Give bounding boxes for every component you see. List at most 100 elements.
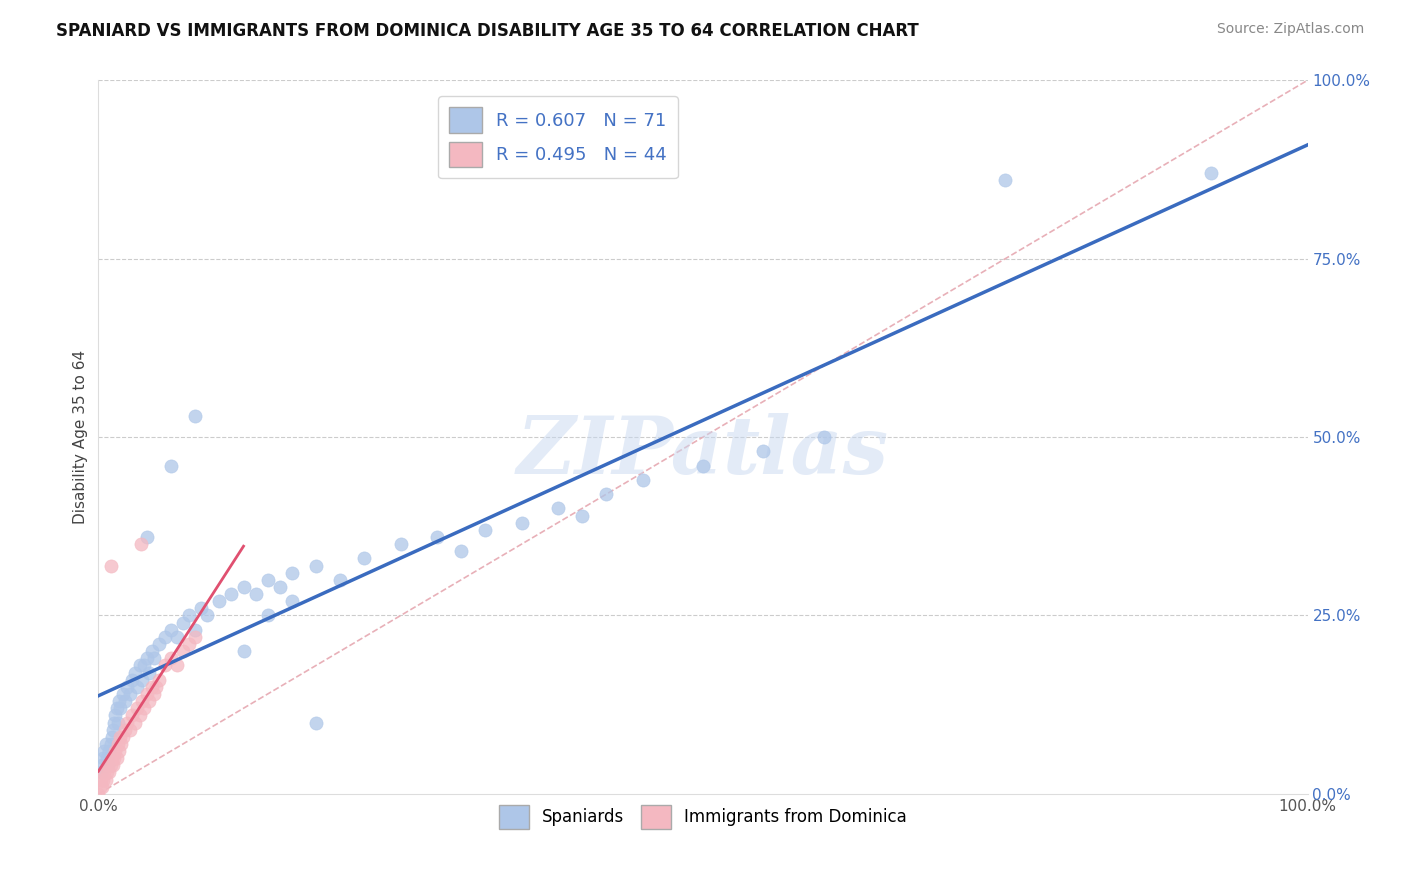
- Point: [305, 715, 328, 730]
- Point: [105, 751, 128, 765]
- Point: [134, 658, 156, 673]
- Point: [221, 587, 243, 601]
- Point: [108, 694, 131, 708]
- Point: [160, 651, 183, 665]
- Point: [141, 644, 163, 658]
- Point: [281, 594, 304, 608]
- Point: [450, 544, 472, 558]
- Point: [127, 701, 149, 715]
- Point: [101, 723, 124, 737]
- Point: [100, 751, 122, 765]
- Point: [269, 580, 291, 594]
- Point: [145, 680, 167, 694]
- Point: [510, 516, 533, 530]
- Point: [547, 501, 569, 516]
- Point: [121, 673, 143, 687]
- Point: [134, 701, 156, 715]
- Point: [1199, 166, 1222, 180]
- Point: [124, 665, 146, 680]
- Point: [143, 687, 166, 701]
- Point: [426, 530, 449, 544]
- Point: [117, 680, 139, 694]
- Point: [131, 694, 153, 708]
- Point: [813, 430, 835, 444]
- Point: [232, 580, 254, 594]
- Point: [153, 630, 176, 644]
- Point: [100, 758, 122, 772]
- Point: [103, 715, 125, 730]
- Point: [179, 608, 201, 623]
- Point: [135, 530, 157, 544]
- Point: [172, 615, 194, 630]
- Point: [108, 744, 131, 758]
- Point: [91, 751, 114, 765]
- Text: Source: ZipAtlas.com: Source: ZipAtlas.com: [1216, 22, 1364, 37]
- Point: [148, 637, 170, 651]
- Point: [160, 458, 183, 473]
- Legend: Spaniards, Immigrants from Dominica: Spaniards, Immigrants from Dominica: [492, 798, 914, 836]
- Text: SPANIARD VS IMMIGRANTS FROM DOMINICA DISABILITY AGE 35 TO 64 CORRELATION CHART: SPANIARD VS IMMIGRANTS FROM DOMINICA DIS…: [56, 22, 920, 40]
- Point: [179, 637, 201, 651]
- Point: [98, 765, 121, 780]
- Point: [148, 673, 170, 687]
- Point: [256, 573, 278, 587]
- Point: [93, 765, 115, 780]
- Point: [108, 701, 131, 715]
- Y-axis label: Disability Age 35 to 64: Disability Age 35 to 64: [73, 350, 89, 524]
- Point: [571, 508, 593, 523]
- Point: [127, 680, 149, 694]
- Point: [91, 758, 114, 772]
- Point: [118, 687, 141, 701]
- Point: [631, 473, 654, 487]
- Point: [93, 744, 115, 758]
- Point: [131, 673, 153, 687]
- Point: [105, 701, 128, 715]
- Point: [305, 558, 328, 573]
- Point: [114, 723, 136, 737]
- Point: [166, 658, 188, 673]
- Point: [104, 744, 127, 758]
- Point: [94, 737, 117, 751]
- Point: [97, 758, 120, 772]
- Point: [124, 715, 146, 730]
- Point: [91, 772, 114, 787]
- Point: [184, 623, 207, 637]
- Point: [281, 566, 304, 580]
- Point: [100, 730, 122, 744]
- Point: [232, 644, 254, 658]
- Text: ZIPatlas: ZIPatlas: [517, 413, 889, 490]
- Point: [91, 780, 114, 794]
- Point: [111, 687, 134, 701]
- Point: [101, 758, 124, 772]
- Point: [89, 780, 111, 794]
- Point: [474, 523, 496, 537]
- Point: [107, 715, 129, 730]
- Point: [111, 730, 134, 744]
- Point: [100, 558, 122, 573]
- Point: [195, 608, 218, 623]
- Point: [595, 487, 617, 501]
- Point: [87, 787, 110, 801]
- Point: [96, 765, 118, 780]
- Point: [128, 708, 150, 723]
- Point: [184, 409, 207, 423]
- Point: [97, 758, 120, 772]
- Point: [141, 680, 163, 694]
- Point: [208, 594, 231, 608]
- Point: [389, 537, 412, 551]
- Point: [184, 630, 207, 644]
- Point: [117, 715, 139, 730]
- Point: [172, 644, 194, 658]
- Point: [692, 458, 714, 473]
- Point: [118, 723, 141, 737]
- Point: [994, 173, 1017, 187]
- Point: [98, 744, 121, 758]
- Point: [100, 737, 122, 751]
- Point: [190, 601, 212, 615]
- Point: [256, 608, 278, 623]
- Point: [121, 708, 143, 723]
- Point: [143, 651, 166, 665]
- Point: [114, 694, 136, 708]
- Point: [90, 772, 112, 787]
- Point: [108, 730, 131, 744]
